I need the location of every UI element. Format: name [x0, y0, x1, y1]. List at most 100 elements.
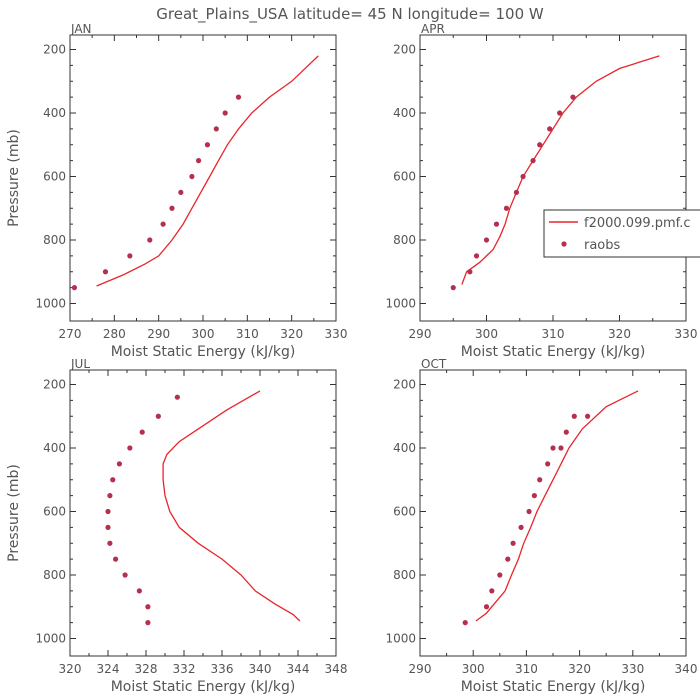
- raobs-point: [235, 94, 242, 100]
- raobs-point: [189, 173, 195, 180]
- x-tick-label: 280: [103, 327, 126, 341]
- raobs-point: [467, 269, 473, 275]
- x-tick-label: 300: [475, 327, 498, 341]
- x-tick-label: 310: [515, 662, 538, 676]
- x-tick-label: 330: [675, 327, 698, 341]
- x-tick-label: 290: [409, 662, 432, 676]
- raobs-point: [505, 556, 511, 562]
- raobs-point: [570, 94, 576, 100]
- raobs-point: [213, 126, 219, 132]
- x-tick-label: 328: [135, 662, 158, 676]
- x-tick-label: 330: [621, 662, 644, 676]
- raobs-point: [155, 413, 161, 419]
- model-series-line: [96, 55, 319, 287]
- legend-obs-label: raobs: [584, 238, 621, 253]
- chart-title: Great_Plains_USA latitude= 45 N longitud…: [156, 5, 544, 24]
- x-tick-label: 332: [173, 662, 196, 676]
- raobs-point: [526, 508, 532, 515]
- y-tick-label: 600: [43, 170, 66, 184]
- raobs-point: [563, 429, 569, 435]
- panel-title: JAN: [70, 22, 92, 36]
- x-axis-label: Moist Static Energy (kJ/kg): [461, 344, 646, 360]
- y-axis-label: Pressure (mb): [6, 464, 22, 562]
- raobs-point: [107, 540, 113, 546]
- legend: f2000.099.pmf.c raobs: [543, 209, 700, 258]
- x-tick-label: 300: [462, 662, 485, 676]
- y-tick-label: 1000: [385, 297, 416, 311]
- raobs-point: [450, 285, 456, 291]
- raobs-point: [145, 604, 151, 610]
- raobs-point: [483, 604, 490, 610]
- x-axis-label: Moist Static Energy (kJ/kg): [111, 344, 296, 360]
- panel-apr: APR 290 300 310 320 330 200 400 600 800 1000 Moist …: [385, 22, 697, 360]
- raobs-point: [571, 413, 577, 419]
- raobs-point: [513, 189, 520, 195]
- raobs-point: [105, 524, 111, 530]
- x-tick-label: 324: [97, 662, 120, 676]
- x-axis-label: Moist Static Energy (kJ/kg): [461, 679, 646, 695]
- x-tick-label: 310: [236, 327, 259, 341]
- raobs-point: [113, 556, 119, 562]
- y-tick-label: 200: [43, 43, 66, 57]
- raobs-point: [497, 572, 503, 578]
- y-axis-label: Pressure (mb): [6, 129, 22, 227]
- y-tick-label: 800: [43, 568, 66, 582]
- raobs-point: [489, 588, 495, 594]
- plot-frame: [419, 34, 687, 322]
- raobs-point: [584, 413, 591, 419]
- y-tick-label: 400: [393, 441, 416, 455]
- raobs-point: [139, 429, 145, 435]
- panel-oct: OCT 290 300 310 320 330 340 200 400 600 800 1000 Moi…: [385, 357, 697, 695]
- x-tick-label: 320: [568, 662, 591, 676]
- raobs-point: [127, 253, 133, 259]
- raobs-point: [537, 142, 543, 148]
- y-tick-label: 200: [43, 378, 66, 392]
- panel-title: APR: [421, 22, 445, 36]
- y-tick-label: 800: [393, 568, 416, 582]
- raobs-point: [547, 126, 553, 132]
- plot-frame: [419, 369, 687, 657]
- raobs-point: [545, 461, 551, 467]
- raobs-point: [222, 110, 228, 116]
- raobs-point: [558, 445, 564, 451]
- raobs-point: [71, 285, 78, 291]
- panel-jul: JUL 320 324 328 332 336 340 344 348 200 400 600 800 1…: [6, 357, 347, 695]
- y-tick-label: 600: [393, 170, 416, 184]
- y-tick-label: 1000: [35, 297, 66, 311]
- panels-group: JAN 270 280 290 300 310 320 330 200 400 600 800 1000…: [6, 22, 697, 695]
- x-tick-label: 344: [287, 662, 310, 676]
- model-series-line: [475, 390, 639, 622]
- raobs-point: [462, 620, 468, 626]
- raobs-point: [483, 237, 490, 243]
- raobs-point: [105, 508, 111, 515]
- raobs-point: [530, 158, 536, 164]
- y-tick-label: 1000: [35, 632, 66, 646]
- x-tick-label: 340: [675, 662, 698, 676]
- x-tick-label: 330: [325, 327, 348, 341]
- raobs-point: [473, 253, 480, 259]
- y-tick-label: 200: [393, 378, 416, 392]
- raobs-point: [510, 540, 516, 546]
- panel-title: JUL: [70, 357, 90, 371]
- raobs-point: [537, 477, 543, 483]
- x-tick-label: 300: [192, 327, 215, 341]
- raobs-point: [160, 221, 166, 227]
- raobs-point: [204, 142, 211, 148]
- raobs-point: [195, 158, 202, 164]
- raobs-point: [531, 493, 537, 499]
- raobs-point: [107, 493, 113, 499]
- y-tick-label: 800: [43, 233, 66, 247]
- y-tick-label: 400: [43, 441, 66, 455]
- raobs-point: [136, 588, 142, 594]
- x-tick-label: 340: [249, 662, 272, 676]
- x-tick-label: 290: [409, 327, 432, 341]
- raobs-point: [550, 445, 556, 451]
- raobs-point: [147, 237, 153, 243]
- raobs-point: [503, 205, 510, 211]
- raobs-point: [116, 461, 122, 467]
- legend-box: [543, 209, 700, 258]
- raobs-point: [127, 445, 133, 451]
- x-tick-label: 348: [325, 662, 348, 676]
- x-tick-label: 290: [147, 327, 170, 341]
- raobs-point: [102, 269, 109, 275]
